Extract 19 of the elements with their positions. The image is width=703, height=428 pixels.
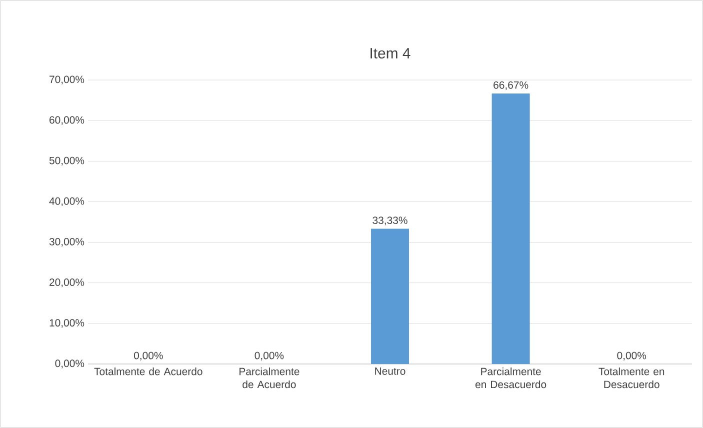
x-tick-label: Parcialmente en Desacuerdo bbox=[475, 368, 546, 388]
data-label: 0,00% bbox=[617, 352, 646, 360]
y-tick-label: 60,00% bbox=[50, 116, 84, 125]
y-tick-label: 20,00% bbox=[50, 278, 84, 288]
y-tick-label: 50,00% bbox=[49, 156, 84, 166]
data-label: 0,00% bbox=[254, 352, 284, 360]
x-tick-label: Parcialmente de Acuerdo bbox=[240, 368, 300, 388]
x-tick-label: Neutro bbox=[375, 368, 406, 375]
y-tick-label: 70,00% bbox=[50, 76, 84, 84]
x-tick-label: Totalmente de Acuerdo bbox=[94, 368, 202, 376]
data-label: 33,33% bbox=[372, 216, 408, 226]
y-tick-label: 30,00% bbox=[49, 238, 84, 247]
y-tick-label: 10,00% bbox=[50, 319, 84, 328]
y-tick-label: 40,00% bbox=[49, 197, 84, 206]
data-label: 66,67% bbox=[494, 81, 528, 90]
chart-title: Item 4 bbox=[370, 48, 410, 58]
x-tick-label: Totalmente en Desacuerdo bbox=[598, 368, 664, 388]
data-label: 0,00% bbox=[134, 352, 163, 360]
y-tick-label: 0,00% bbox=[55, 360, 84, 368]
